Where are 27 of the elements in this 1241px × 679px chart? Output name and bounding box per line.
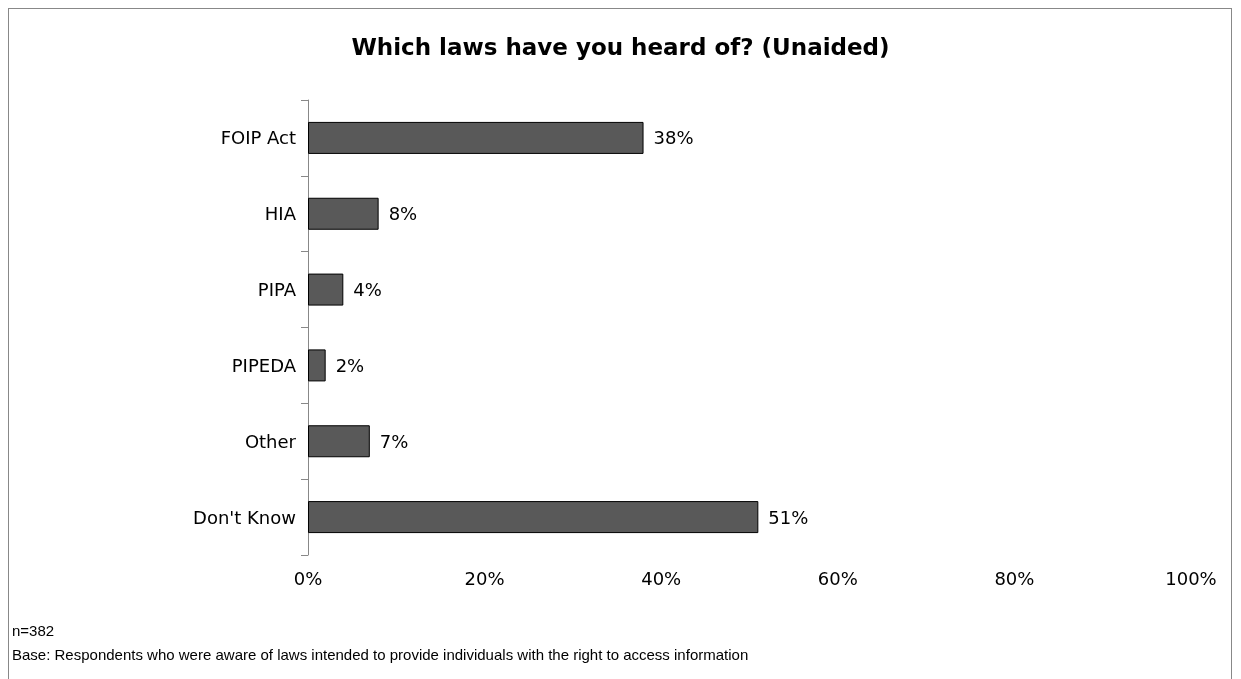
x-tick-label: 20% [464,567,505,589]
y-tick-label: PIPEDA [231,354,297,376]
x-tick-label: 80% [994,567,1035,589]
chart-title: Which laws have you heard of? (Unaided) [351,33,890,60]
bar [308,273,344,306]
x-tick-label: 100% [1165,567,1217,589]
y-tick-label: HIA [264,203,297,225]
text: n=382 [12,622,55,639]
bar [308,501,759,534]
data-label: 4% [353,279,382,301]
y-tick-label: Other [244,430,297,452]
x-tick-label: 40% [641,567,682,589]
bar [308,349,326,382]
y-tick-label: Don't Know [193,506,296,528]
data-label: 38% [653,127,694,149]
data-label: 8% [388,203,418,225]
bar [308,121,644,154]
bar [308,197,379,230]
data-label: 2% [335,354,365,376]
text: Base: Respondents who were aware of laws intended to provide individuals with the right to access information [12,646,749,663]
x-tick-label: 0% [293,567,323,589]
bar [308,425,370,458]
y-tick-label: PIPA [257,279,297,301]
x-tick-label: 60% [817,567,858,589]
data-label: 51% [768,506,809,528]
data-label: 7% [379,430,409,452]
y-tick-label: FOIP Act [220,127,296,149]
